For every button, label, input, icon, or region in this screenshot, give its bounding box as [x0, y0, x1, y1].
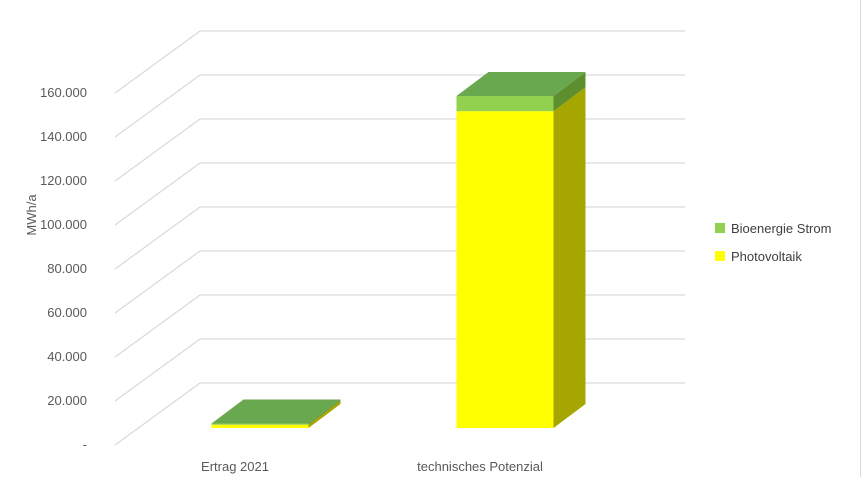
bar-segment-bioenergie-strom-1 — [456, 72, 586, 112]
bar-side — [308, 399, 341, 425]
gridline-depth — [114, 118, 201, 182]
category-label: technisches Potenzial — [417, 459, 543, 474]
bar-top — [456, 72, 586, 96]
bars — [211, 72, 586, 428]
bar-front — [456, 96, 554, 112]
gridline-depth — [114, 74, 201, 138]
bar-side — [553, 72, 586, 112]
bar-segment-photovoltaik-1 — [456, 87, 586, 428]
category-label: Ertrag 2021 — [201, 459, 269, 474]
y-tick-label: - — [83, 437, 87, 452]
legend-label: Photovoltaik — [731, 249, 802, 264]
gridline-depth — [114, 338, 201, 402]
y-tick-label: 80.000 — [47, 261, 87, 276]
bar-top — [211, 399, 341, 424]
legend: Bioenergie Strom Photovoltaik — [715, 221, 831, 264]
gridlines — [114, 30, 685, 446]
bar-segment-photovoltaik-0 — [211, 400, 341, 428]
bar-front — [456, 111, 554, 428]
bar-segment-bioenergie-strom-0 — [211, 399, 341, 425]
category-labels: Ertrag 2021 technisches Potenzial — [201, 459, 543, 474]
gridline-depth — [114, 162, 201, 226]
gridline-depth — [114, 294, 201, 358]
bar-front — [211, 423, 309, 425]
gridline-depth — [114, 30, 201, 94]
bar-front — [211, 424, 309, 428]
y-tick-label: 120.000 — [40, 173, 87, 188]
gridline-depth — [114, 206, 201, 270]
y-tick-label: 40.000 — [47, 349, 87, 364]
y-tick-label: 160.000 — [40, 85, 87, 100]
gridline-depth — [114, 382, 201, 446]
gridline-depth — [114, 250, 201, 314]
y-tick-label: 140.000 — [40, 129, 87, 144]
y-axis-label: MWh/a — [24, 194, 39, 236]
y-tick-label: 60.000 — [47, 305, 87, 320]
legend-swatch — [715, 223, 725, 233]
bar-side — [308, 400, 341, 428]
y-tick-label: 20.000 — [47, 393, 87, 408]
legend-swatch — [715, 251, 725, 261]
bar-side — [553, 87, 586, 428]
legend-label: Bioenergie Strom — [731, 221, 831, 236]
y-tick-labels: - 20.000 40.000 60.000 80.000 100.000 120.000 1… — [40, 85, 87, 452]
y-tick-label: 100.000 — [40, 217, 87, 232]
